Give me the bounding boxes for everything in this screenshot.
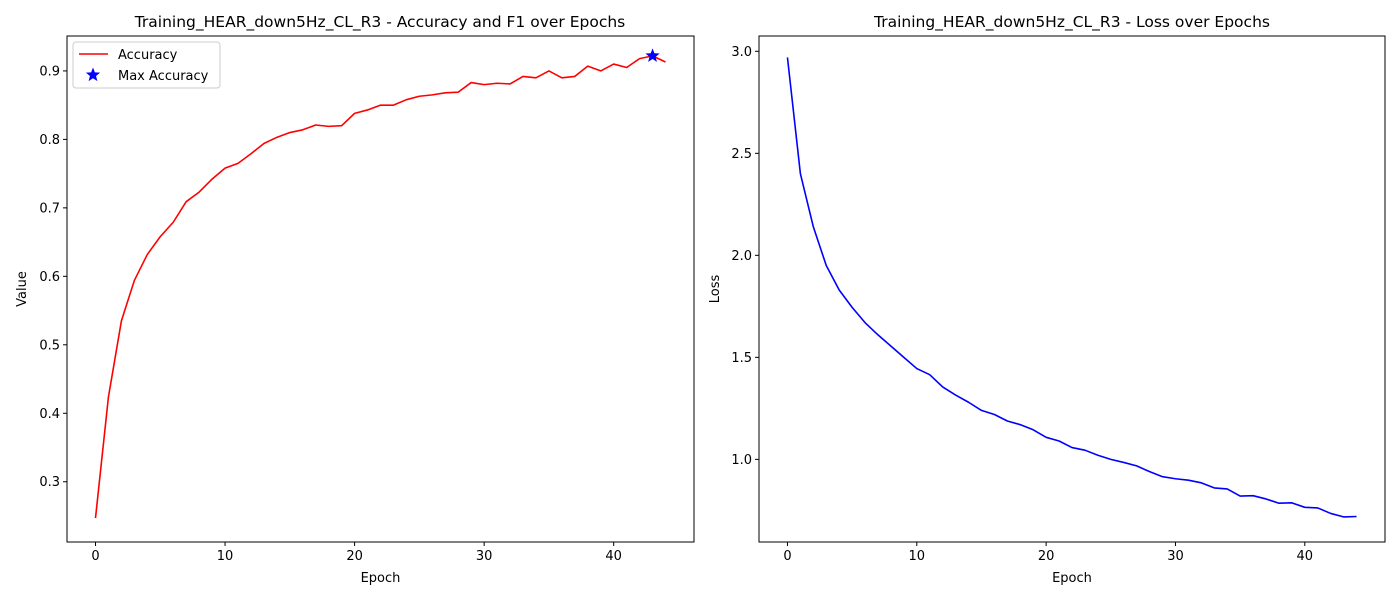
accuracy-axes-frame (66, 35, 695, 543)
accuracy-ytick-label: 0.4 (39, 407, 60, 422)
legend-frame (72, 41, 221, 89)
accuracy-series-line (94, 55, 666, 519)
loss-plot-area (786, 57, 1357, 518)
accuracy-xtick-label: 20 (346, 549, 363, 564)
loss-xtick-label: 10 (909, 549, 926, 564)
accuracy-x-axis-label: Epoch (361, 571, 401, 586)
accuracy-ytick-labels: 0.3 0.4 0.5 0.6 0.7 0.8 0.9 (39, 64, 67, 490)
accuracy-xtick-label: 30 (476, 549, 493, 564)
loss-y-axis-label: Loss (708, 275, 723, 304)
loss-xtick-label: 0 (783, 549, 791, 564)
legend-accuracy-label: Accuracy (118, 48, 178, 63)
accuracy-chart: Training_HEAR_down5Hz_CL_R3 - Accuracy a… (15, 13, 695, 586)
accuracy-chart-title: Training_HEAR_down5Hz_CL_R3 - Accuracy a… (134, 13, 626, 32)
loss-xtick-label: 40 (1297, 549, 1314, 564)
accuracy-ytick-label: 0.7 (39, 201, 60, 216)
loss-ytick-label: 2.0 (731, 249, 752, 264)
loss-xtick-label: 20 (1038, 549, 1055, 564)
accuracy-plot-area (94, 48, 666, 519)
accuracy-xtick-labels: 0 10 20 30 40 (91, 542, 622, 564)
accuracy-ytick-label: 0.6 (39, 270, 60, 285)
loss-xtick-labels: 0 10 20 30 40 (783, 542, 1313, 564)
loss-ytick-label: 2.5 (731, 147, 752, 162)
loss-xtick-label: 30 (1167, 549, 1184, 564)
loss-ytick-label: 3.0 (731, 45, 752, 60)
loss-ytick-label: 1.5 (731, 351, 752, 366)
loss-ytick-labels: 1.0 1.5 2.0 2.5 3.0 (731, 45, 759, 468)
legend-max-accuracy-label: Max Accuracy (118, 69, 209, 84)
accuracy-y-axis-label: Value (15, 271, 30, 307)
loss-x-axis-label: Epoch (1052, 571, 1092, 586)
loss-chart-title: Training_HEAR_down5Hz_CL_R3 - Loss over … (873, 13, 1270, 32)
accuracy-ytick-label: 0.3 (39, 475, 60, 490)
accuracy-ytick-label: 0.5 (39, 338, 60, 353)
accuracy-ytick-label: 0.9 (39, 64, 60, 79)
accuracy-xtick-label: 40 (605, 549, 622, 564)
accuracy-ytick-label: 0.8 (39, 133, 60, 148)
loss-chart: Training_HEAR_down5Hz_CL_R3 - Loss over … (708, 13, 1386, 586)
loss-axes-frame (758, 35, 1386, 543)
accuracy-xtick-label: 10 (217, 549, 234, 564)
loss-ytick-label: 1.0 (731, 453, 752, 468)
legend: Accuracy Max Accuracy (72, 41, 221, 89)
max-accuracy-marker (645, 48, 660, 62)
accuracy-xtick-label: 0 (91, 549, 99, 564)
loss-series-line (786, 57, 1357, 518)
legend-max-accuracy-star-icon (85, 67, 101, 82)
